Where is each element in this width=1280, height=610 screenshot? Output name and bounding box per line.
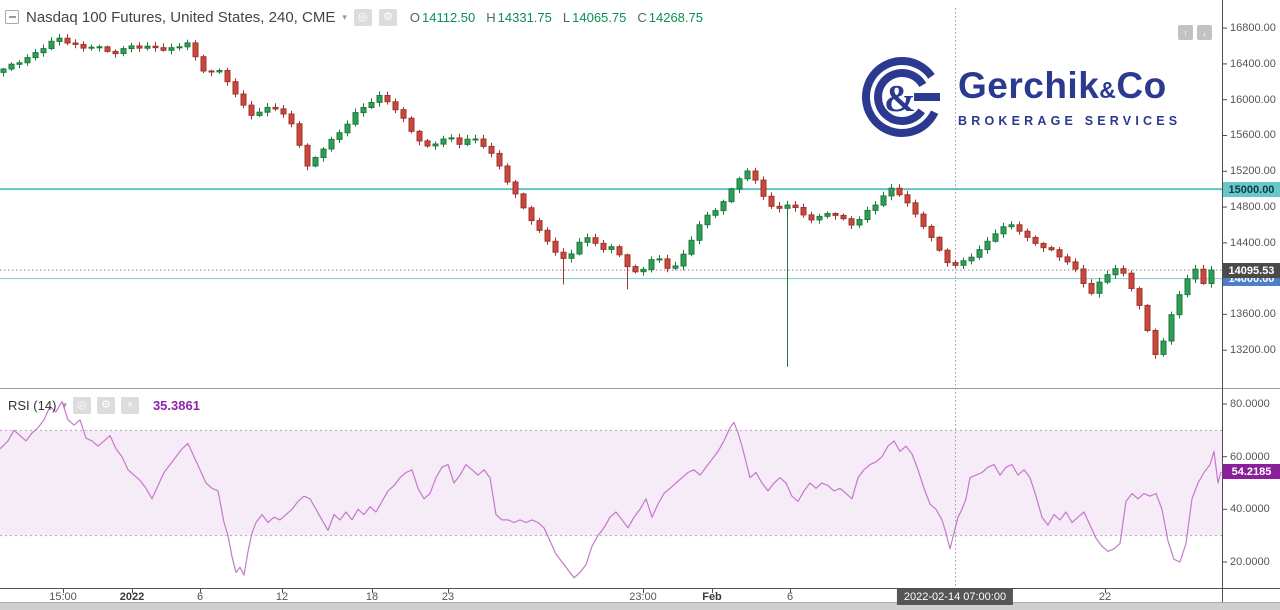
symbol-title[interactable]: Nasdaq 100 Futures, United States, 240, … xyxy=(26,8,336,26)
chevron-down-icon[interactable]: ▾ xyxy=(62,400,67,410)
gear-icon[interactable]: ⚙ xyxy=(378,8,397,26)
time-axis-label: 6 xyxy=(196,591,204,603)
logo-ampersand: & xyxy=(884,78,916,120)
time-axis-label: 23:00 xyxy=(629,591,657,603)
rsi-axis-label: 40.0000 xyxy=(1230,503,1270,515)
rsi-legend: RSI (14) ▾ ◎ ⚙ × 35.3861 xyxy=(8,397,200,414)
brand-watermark: & Gerchik&Co BROKERAGE SERVICES xyxy=(858,53,1181,141)
rsi-axis-label: 20.0000 xyxy=(1230,556,1270,568)
price-axis-label: 13200.00 xyxy=(1230,344,1276,356)
brand-name-left: Gerchik xyxy=(958,64,1100,106)
logo-crossbar xyxy=(914,93,940,101)
brand-subtitle: BROKERAGE SERVICES xyxy=(958,113,1182,128)
time-axis-label: 18 xyxy=(365,591,379,603)
time-axis-label: 22 xyxy=(1098,591,1112,603)
rsi-value-badge: 54.2185 xyxy=(1223,464,1280,479)
time-axis-label: 6 xyxy=(786,591,794,603)
crosshair-time-badge: 2022-02-14 07:00:00 xyxy=(896,589,1014,605)
eye-icon[interactable]: ◎ xyxy=(72,397,91,414)
eye-icon[interactable]: ◎ xyxy=(353,8,372,26)
brand-ampersand: & xyxy=(1099,76,1117,103)
ohlc-low: L 14065.75 xyxy=(562,9,627,25)
rsi-title[interactable]: RSI (14) xyxy=(8,398,57,413)
time-axis-label: 15:00 xyxy=(49,591,77,603)
gerchik-logo-icon: & xyxy=(862,57,940,137)
brand-name: Gerchik&Co xyxy=(958,64,1181,109)
symbol-legend: Nasdaq 100 Futures, United States, 240, … xyxy=(5,8,703,26)
chevron-down-icon[interactable]: ▾ xyxy=(342,11,347,22)
rsi-current-value: 35.3861 xyxy=(152,398,200,413)
rsi-axis-label: 80.0000 xyxy=(1230,398,1270,410)
price-axis-label: 13600.00 xyxy=(1230,308,1276,320)
close-icon[interactable]: × xyxy=(120,397,139,414)
pane-move-up-button[interactable]: ↑ xyxy=(1178,25,1193,40)
pane-move-down-button[interactable]: ↓ xyxy=(1197,25,1212,40)
price-axis-label: 16000.00 xyxy=(1230,94,1276,106)
gear-icon[interactable]: ⚙ xyxy=(96,397,115,414)
price-axis-label: 16400.00 xyxy=(1230,58,1276,70)
price-level-badge-15000: 15000.00 xyxy=(1223,182,1280,197)
time-axis-label: Feb xyxy=(702,591,722,603)
time-axis-label: 2022 xyxy=(119,591,145,603)
window-bottom-edge xyxy=(0,602,1280,610)
brand-name-right: Co xyxy=(1116,64,1167,106)
last-price-badge: 14095.53 xyxy=(1223,263,1280,278)
price-axis-label: 14400.00 xyxy=(1230,237,1276,249)
ohlc-high: H 14331.75 xyxy=(486,9,552,25)
collapse-pane-icon[interactable] xyxy=(5,10,19,24)
brand-text-block: Gerchik&Co BROKERAGE SERVICES xyxy=(958,64,1182,128)
ohlc-close: C 14268.75 xyxy=(637,9,703,25)
price-axis-label: 15200.00 xyxy=(1230,165,1276,177)
pane-controls: ↑ ↓ xyxy=(1178,25,1212,40)
rsi-axis-label: 60.0000 xyxy=(1230,451,1270,463)
price-axis-label: 15600.00 xyxy=(1230,129,1276,141)
price-axis-label: 16800.00 xyxy=(1230,22,1276,34)
time-axis-label: 23 xyxy=(441,591,455,603)
ohlc-readout: O 14112.50 H 14331.75 L 14065.75 C 14268.75 xyxy=(410,10,703,25)
time-axis-label: 12 xyxy=(275,591,289,603)
price-axis-label: 14800.00 xyxy=(1230,201,1276,213)
ohlc-open: O 14112.50 xyxy=(409,9,476,25)
